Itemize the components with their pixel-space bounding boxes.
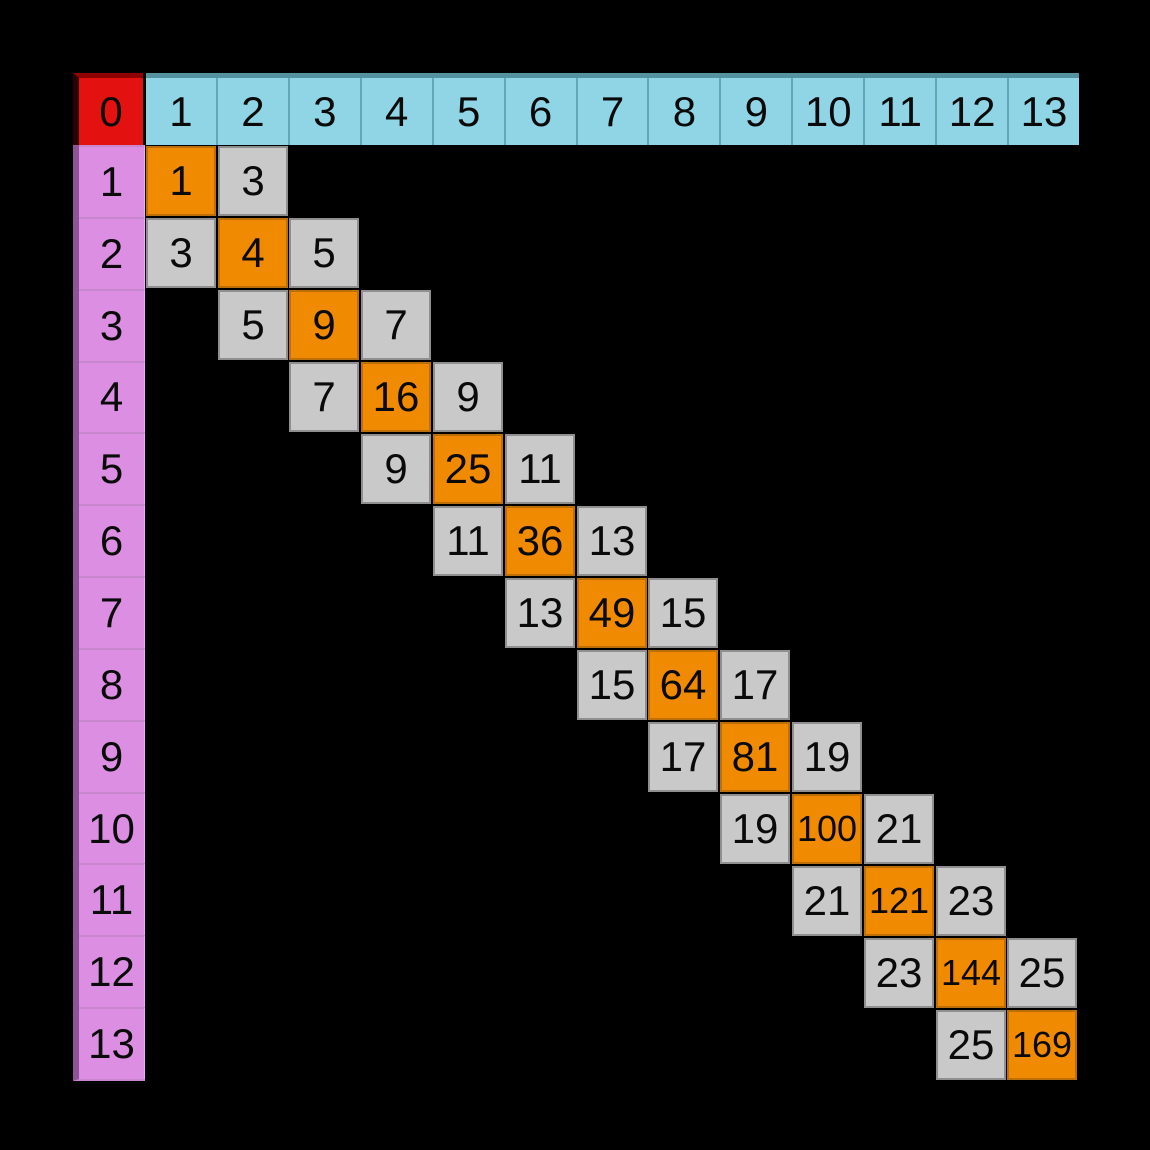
square-cell-r9-c9: 81	[720, 722, 790, 792]
row-header-8: 8	[79, 647, 145, 720]
odd-cell-r8-c9: 17	[720, 650, 790, 720]
odd-cell-r6-c7: 13	[577, 506, 647, 576]
square-cell-r10-c10: 100	[792, 794, 862, 864]
square-cell-r2-c2: 4	[218, 218, 288, 288]
square-cell-r7-c7: 49	[577, 578, 647, 648]
column-header-13: 13	[1007, 78, 1079, 145]
odd-cell-r5-c4: 9	[361, 434, 431, 504]
odd-cell-r4-c5: 9	[433, 362, 503, 432]
odd-cell-r9-c8: 17	[648, 722, 718, 792]
odd-cell-r3-c4: 7	[361, 290, 431, 360]
odd-cell-r8-c7: 15	[577, 650, 647, 720]
corner-cell-zero: 0	[73, 73, 143, 145]
column-header-row: 1 2 3 4 5 6 7 8 9 10 11 12 13	[146, 73, 1079, 145]
row-header-1: 1	[79, 145, 145, 217]
row-header-2: 2	[79, 216, 145, 289]
odd-cell-r5-c6: 11	[505, 434, 575, 504]
column-header-9: 9	[719, 78, 792, 145]
square-cell-r11-c11: 121	[864, 866, 934, 936]
row-header-5: 5	[79, 432, 145, 505]
odd-cell-r4-c3: 7	[289, 362, 359, 432]
row-header-9: 9	[79, 719, 145, 792]
column-header-2: 2	[215, 78, 288, 145]
row-header-7: 7	[79, 576, 145, 648]
row-header-10: 10	[79, 791, 145, 864]
odd-cell-r11-c10: 21	[792, 866, 862, 936]
square-cell-r1-c1: 1	[146, 146, 216, 216]
row-header-11: 11	[79, 863, 145, 936]
column-header-6: 6	[503, 78, 576, 145]
row-header-4: 4	[79, 360, 145, 433]
odd-cell-r10-c9: 19	[720, 794, 790, 864]
column-header-5: 5	[431, 78, 504, 145]
square-cell-r4-c4: 16	[361, 362, 431, 432]
odd-cell-r3-c2: 5	[218, 290, 288, 360]
row-header-6: 6	[79, 504, 145, 577]
odd-cell-r12-c11: 23	[864, 938, 934, 1008]
square-cell-r13-c13: 169	[1007, 1010, 1077, 1080]
square-cell-r8-c8: 64	[648, 650, 718, 720]
column-header-4: 4	[359, 78, 432, 145]
row-header-3: 3	[79, 288, 145, 361]
odd-cell-r6-c5: 11	[433, 506, 503, 576]
odd-cell-r12-c13: 25	[1007, 938, 1077, 1008]
row-header-12: 12	[79, 935, 145, 1008]
square-cell-r6-c6: 36	[505, 506, 575, 576]
column-header-3: 3	[287, 78, 360, 145]
row-header-13: 13	[79, 1007, 145, 1079]
square-cell-r12-c12: 144	[936, 938, 1006, 1008]
column-header-8: 8	[647, 78, 720, 145]
odd-cell-r7-c6: 13	[505, 578, 575, 648]
column-header-1: 1	[146, 78, 216, 145]
row-header-column: 1 2 3 4 5 6 7 8 9 10 11 12 13	[73, 145, 145, 1081]
odd-cell-r10-c11: 21	[864, 794, 934, 864]
square-cell-r5-c5: 25	[433, 434, 503, 504]
odd-cell-r9-c10: 19	[792, 722, 862, 792]
odd-cell-r2-c1: 3	[146, 218, 216, 288]
column-header-12: 12	[935, 78, 1008, 145]
column-header-7: 7	[575, 78, 648, 145]
column-header-11: 11	[863, 78, 936, 145]
odd-cell-r13-c12: 25	[936, 1010, 1006, 1080]
odd-cell-r1-c2: 3	[218, 146, 288, 216]
odd-cell-r7-c8: 15	[648, 578, 718, 648]
square-cell-r3-c3: 9	[289, 290, 359, 360]
column-header-10: 10	[791, 78, 864, 145]
odd-cell-r11-c12: 23	[936, 866, 1006, 936]
odd-cell-r2-c3: 5	[289, 218, 359, 288]
